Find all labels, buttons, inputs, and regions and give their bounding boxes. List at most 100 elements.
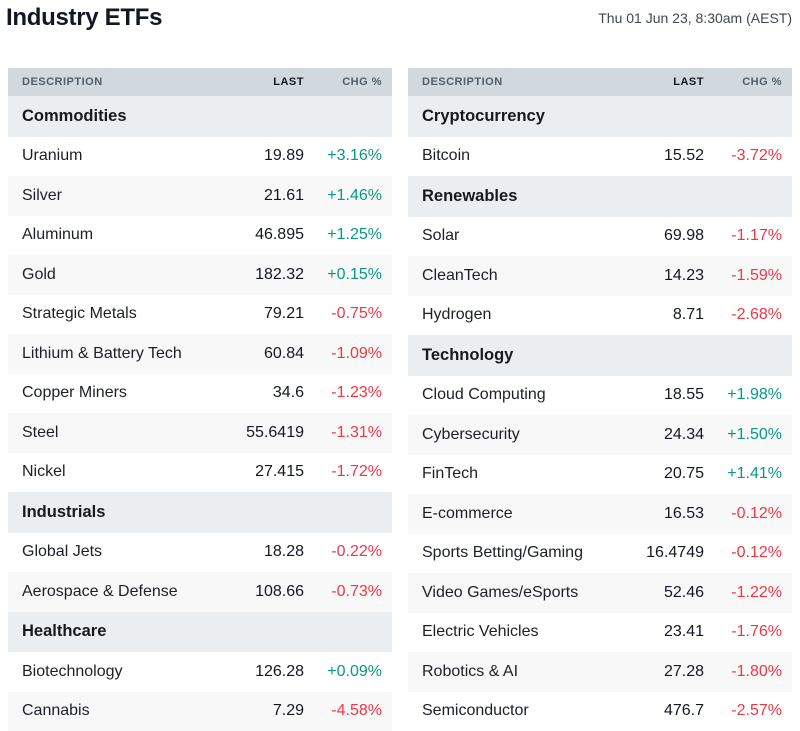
etf-row[interactable]: Cannabis 7.29 -4.58% <box>8 691 392 731</box>
section-header-row: Renewables <box>408 176 792 217</box>
section-title: Commodities <box>22 106 127 125</box>
etf-table-right: DESCRIPTION LAST CHG % Cryptocurrency Bit… <box>408 68 792 731</box>
table-header-row: DESCRIPTION LAST CHG % <box>8 68 392 96</box>
etf-description: Silver <box>22 186 63 204</box>
etf-last-value: 7.29 <box>272 702 304 720</box>
etf-change-percent: -1.17% <box>731 227 782 245</box>
etf-description: Nickel <box>22 463 66 481</box>
etf-change-percent: +1.98% <box>727 386 782 404</box>
etf-change-percent: -3.72% <box>731 147 782 165</box>
etf-change-percent: +1.25% <box>327 226 382 244</box>
etf-last-value: 55.6419 <box>246 423 304 441</box>
etf-row[interactable]: Copper Miners 34.6 -1.23% <box>8 373 392 413</box>
etf-row[interactable]: Global Jets 18.28 -0.22% <box>8 532 392 572</box>
etf-row[interactable]: Bitcoin 15.52 -3.72% <box>408 136 792 176</box>
etf-row[interactable]: Cybersecurity 24.34 +1.50% <box>408 415 792 455</box>
section-header-row: Commodities <box>8 96 392 137</box>
column-header-last: LAST <box>673 76 704 88</box>
section-title: Technology <box>422 345 514 364</box>
etf-last-value: 19.89 <box>263 147 304 165</box>
etf-description: Electric Vehicles <box>422 623 539 641</box>
etf-change-percent: -0.12% <box>731 504 782 522</box>
etf-row[interactable]: Biotechnology 126.28 +0.09% <box>8 652 392 692</box>
tables-container: DESCRIPTION LAST CHG % Commodities Uraniu… <box>0 68 800 731</box>
etf-description: Gold <box>22 265 56 283</box>
etf-row[interactable]: Strategic Metals 79.21 -0.75% <box>8 294 392 334</box>
etf-row[interactable]: E-commerce 16.53 -0.12% <box>408 494 792 534</box>
etf-row[interactable]: Silver 21.61 +1.46% <box>8 176 392 216</box>
etf-last-value: 21.61 <box>263 186 304 204</box>
etf-change-percent: -1.31% <box>331 423 382 441</box>
etf-description: Cloud Computing <box>422 386 546 404</box>
etf-change-percent: -1.09% <box>331 344 382 362</box>
etf-last-value: 27.415 <box>255 463 304 481</box>
etf-row[interactable]: Sports Betting/Gaming 16.4749 -0.12% <box>408 533 792 573</box>
etf-row[interactable]: Robotics & AI 27.28 -1.80% <box>408 652 792 692</box>
etf-last-value: 46.895 <box>255 226 304 244</box>
table-header-row: DESCRIPTION LAST CHG % <box>408 68 792 96</box>
etf-change-percent: +0.15% <box>327 265 382 283</box>
etf-last-value: 182.32 <box>255 265 304 283</box>
etf-description: Biotechnology <box>22 662 123 680</box>
page-title: Industry ETFs <box>6 4 163 31</box>
etf-row[interactable]: Video Games/eSports 52.46 -1.22% <box>408 573 792 613</box>
etf-change-percent: +3.16% <box>327 147 382 165</box>
etf-description: Strategic Metals <box>22 305 137 323</box>
etf-change-percent: +0.09% <box>327 662 382 680</box>
etf-last-value: 8.71 <box>672 306 704 324</box>
etf-change-percent: -0.12% <box>731 544 782 562</box>
section-header-row: Cryptocurrency <box>408 96 792 137</box>
etf-description: Bitcoin <box>422 147 471 165</box>
etf-row[interactable]: Aerospace & Defense 108.66 -0.73% <box>8 572 392 612</box>
etf-description: Uranium <box>22 147 83 165</box>
etf-row[interactable]: Cloud Computing 18.55 +1.98% <box>408 375 792 415</box>
etf-last-value: 23.41 <box>663 623 704 641</box>
etf-last-value: 108.66 <box>255 582 304 600</box>
etf-row[interactable]: Uranium 19.89 +3.16% <box>8 136 392 176</box>
etf-row[interactable]: CleanTech 14.23 -1.59% <box>408 256 792 296</box>
etf-row[interactable]: Nickel 27.415 -1.72% <box>8 452 392 492</box>
etf-description: Semiconductor <box>422 702 529 720</box>
etf-description: E-commerce <box>422 504 513 522</box>
etf-description: Aerospace & Defense <box>22 582 178 600</box>
etf-description: Video Games/eSports <box>422 583 579 601</box>
etf-row[interactable]: Gold 182.32 +0.15% <box>8 255 392 295</box>
etf-last-value: 52.46 <box>663 583 704 601</box>
etf-change-percent: -1.76% <box>731 623 782 641</box>
etf-description: Solar <box>422 227 460 245</box>
etf-last-value: 27.28 <box>663 662 704 680</box>
etf-row[interactable]: Electric Vehicles 23.41 -1.76% <box>408 612 792 652</box>
etf-row[interactable]: Lithium & Battery Tech 60.84 -1.09% <box>8 334 392 374</box>
etf-row[interactable]: FinTech 20.75 +1.41% <box>408 454 792 494</box>
etf-change-percent: -1.80% <box>731 662 782 680</box>
etf-description: FinTech <box>422 465 479 483</box>
etf-row[interactable]: Hydrogen 8.71 -2.68% <box>408 295 792 335</box>
etf-description: Steel <box>22 423 59 441</box>
etf-last-value: 24.34 <box>663 425 704 443</box>
etf-last-value: 34.6 <box>272 384 304 402</box>
etf-last-value: 476.7 <box>663 702 704 720</box>
etf-change-percent: -1.72% <box>331 463 382 481</box>
etf-last-value: 69.98 <box>663 227 704 245</box>
section-header-row: Technology <box>408 335 792 376</box>
etf-last-value: 14.23 <box>663 266 704 284</box>
etf-last-value: 16.53 <box>663 504 704 522</box>
etf-last-value: 15.52 <box>663 147 704 165</box>
etf-last-value: 60.84 <box>263 344 304 362</box>
etf-last-value: 18.28 <box>263 543 304 561</box>
etf-description: Cannabis <box>22 702 90 720</box>
etf-last-value: 126.28 <box>255 662 304 680</box>
etf-change-percent: -0.75% <box>331 305 382 323</box>
etf-change-percent: +1.50% <box>727 425 782 443</box>
column-header-description: DESCRIPTION <box>422 76 503 88</box>
etf-last-value: 79.21 <box>263 305 304 323</box>
section-header-row: Healthcare <box>8 611 392 652</box>
etf-row[interactable]: Aluminum 46.895 +1.25% <box>8 215 392 255</box>
etf-row[interactable]: Steel 55.6419 -1.31% <box>8 413 392 453</box>
etf-description: Sports Betting/Gaming <box>422 544 583 562</box>
etf-row[interactable]: Solar 69.98 -1.17% <box>408 216 792 256</box>
section-title: Healthcare <box>22 622 107 641</box>
etf-change-percent: -1.23% <box>331 384 382 402</box>
section-header-row: Industrials <box>8 492 392 533</box>
etf-row[interactable]: Semiconductor 476.7 -2.57% <box>408 691 792 731</box>
